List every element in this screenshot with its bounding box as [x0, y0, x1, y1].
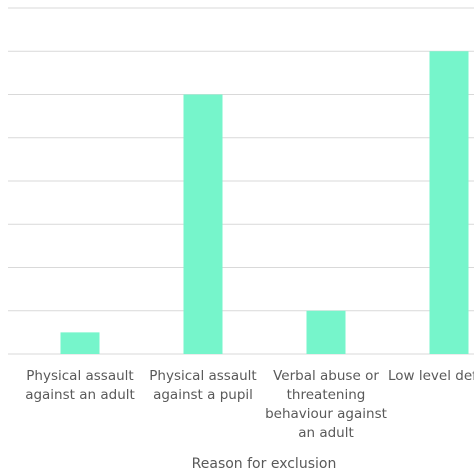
x-axis-title: Reason for exclusion: [191, 456, 337, 472]
x-tick-label: Low level defiance: [388, 368, 474, 384]
x-tick-label: Physical assault against an adult: [25, 368, 135, 403]
x-tick-label: Verbal abuse or threatening behaviour ag…: [265, 368, 387, 441]
bar: [306, 310, 346, 354]
bar: [183, 94, 223, 354]
bar: [60, 332, 100, 354]
bar: [429, 51, 469, 354]
x-tick-label: Physical assault against a pupil: [149, 368, 257, 403]
